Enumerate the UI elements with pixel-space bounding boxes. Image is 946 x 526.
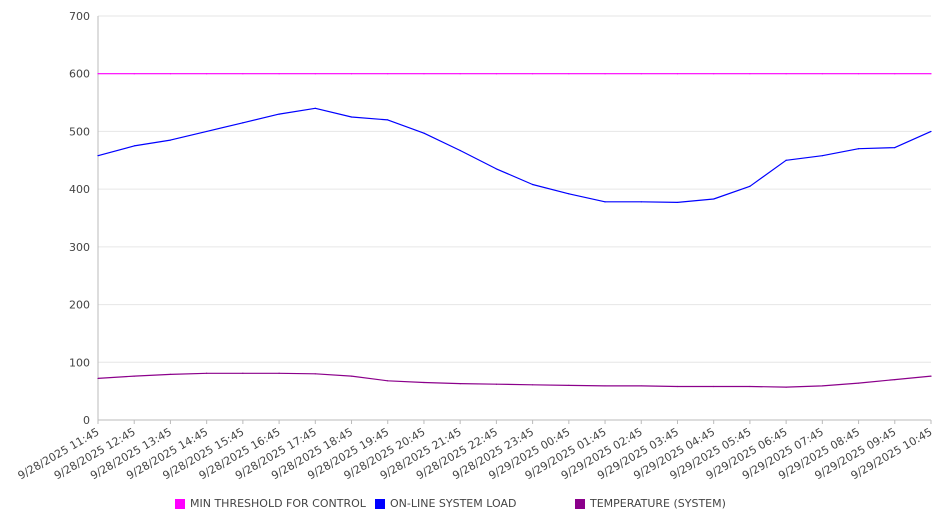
y-tick-label: 500 bbox=[69, 125, 90, 138]
legend-label-temperature: TEMPERATURE (SYSTEM) bbox=[590, 497, 726, 510]
series-point-2 bbox=[713, 385, 715, 388]
series-point-1 bbox=[532, 183, 534, 186]
series-point-2 bbox=[169, 373, 172, 376]
legend-item-system-load: ON-LINE SYSTEM LOAD bbox=[375, 497, 516, 510]
y-tick-label: 400 bbox=[69, 183, 90, 196]
series-point-1 bbox=[459, 149, 461, 152]
series-point-0 bbox=[857, 73, 860, 75]
series-point-2 bbox=[749, 385, 751, 388]
series-point-1 bbox=[894, 146, 896, 149]
series-point-0 bbox=[387, 73, 389, 75]
series-point-2 bbox=[350, 375, 353, 377]
series-point-2 bbox=[314, 373, 316, 375]
series-line-1 bbox=[97, 107, 932, 203]
series-point-1 bbox=[857, 148, 860, 150]
series-point-2 bbox=[423, 381, 425, 384]
y-tick-label: 600 bbox=[69, 68, 90, 81]
x-tick-labels: 9/28/2025 11:459/28/2025 12:459/28/2025 … bbox=[16, 425, 935, 482]
y-tick-label: 0 bbox=[83, 414, 90, 427]
series-point-2 bbox=[894, 379, 896, 381]
grid-layer bbox=[98, 15, 931, 363]
series-point-2 bbox=[930, 375, 932, 377]
series-point-2 bbox=[785, 386, 787, 388]
series-point-0 bbox=[676, 73, 679, 75]
series-point-2 bbox=[568, 384, 570, 386]
series-point-2 bbox=[532, 384, 534, 386]
series-point-0 bbox=[459, 73, 461, 75]
series-point-0 bbox=[314, 73, 316, 75]
series-line-2 bbox=[97, 372, 932, 388]
legend-swatch-system-load bbox=[375, 498, 385, 509]
series-point-2 bbox=[206, 372, 208, 374]
series-point-1 bbox=[423, 132, 425, 134]
series-point-1 bbox=[97, 155, 99, 157]
series-point-1 bbox=[568, 193, 570, 195]
legend-label-system-load: ON-LINE SYSTEM LOAD bbox=[390, 497, 517, 510]
series-point-1 bbox=[387, 119, 389, 121]
axis-layer bbox=[97, 16, 932, 424]
series-point-1 bbox=[169, 139, 172, 141]
series-point-0 bbox=[350, 73, 353, 75]
series-point-2 bbox=[604, 385, 606, 387]
series-point-1 bbox=[133, 145, 135, 147]
series-point-0 bbox=[169, 73, 172, 75]
series-point-0 bbox=[821, 73, 823, 75]
series-point-1 bbox=[495, 168, 497, 170]
series-point-2 bbox=[133, 375, 135, 377]
series-point-1 bbox=[821, 155, 823, 157]
series-point-0 bbox=[97, 73, 99, 75]
series-point-0 bbox=[604, 73, 606, 75]
series-point-2 bbox=[857, 382, 860, 384]
series-point-2 bbox=[676, 385, 679, 388]
series-point-1 bbox=[640, 201, 642, 203]
series-point-2 bbox=[278, 372, 280, 374]
legend-label-min-threshold: MIN THRESHOLD FOR CONTROL bbox=[190, 497, 366, 510]
series-point-1 bbox=[749, 185, 751, 187]
series-point-0 bbox=[568, 73, 570, 75]
series-point-1 bbox=[604, 201, 606, 203]
series-point-2 bbox=[242, 372, 244, 374]
series-point-2 bbox=[640, 385, 642, 387]
series-point-1 bbox=[314, 107, 316, 109]
series-point-0 bbox=[278, 73, 280, 75]
y-tick-label: 300 bbox=[69, 241, 90, 254]
series-point-2 bbox=[97, 377, 99, 380]
series-point-1 bbox=[350, 116, 353, 118]
series-point-0 bbox=[785, 73, 787, 75]
series-point-0 bbox=[894, 73, 896, 75]
series-point-2 bbox=[821, 385, 823, 387]
series-point-1 bbox=[278, 113, 280, 115]
series-point-0 bbox=[713, 73, 715, 75]
legend-swatch-min-threshold bbox=[175, 498, 185, 509]
series-point-0 bbox=[242, 73, 244, 75]
series-point-0 bbox=[532, 73, 534, 75]
series-point-1 bbox=[785, 159, 787, 161]
series-point-1 bbox=[713, 198, 715, 200]
series-point-1 bbox=[676, 201, 679, 204]
series-point-0 bbox=[423, 73, 425, 75]
legend: MIN THRESHOLD FOR CONTROL ON-LINE SYSTEM… bbox=[0, 497, 946, 515]
y-tick-labels: 0 100 200 300 400 500 600 700 bbox=[69, 10, 90, 427]
series-layer bbox=[97, 73, 932, 388]
series-point-0 bbox=[749, 73, 751, 75]
series-point-0 bbox=[640, 73, 642, 75]
legend-item-min-threshold: MIN THRESHOLD FOR CONTROL bbox=[175, 497, 366, 510]
series-point-0 bbox=[206, 73, 208, 75]
series-point-2 bbox=[387, 380, 389, 382]
series-point-1 bbox=[206, 130, 208, 133]
series-point-0 bbox=[133, 73, 135, 75]
series-point-0 bbox=[495, 73, 497, 75]
series-point-0 bbox=[930, 73, 932, 75]
series-point-2 bbox=[459, 383, 461, 385]
y-tick-label: 200 bbox=[69, 299, 90, 312]
legend-item-temperature: TEMPERATURE (SYSTEM) bbox=[575, 497, 726, 510]
legend-swatch-temperature bbox=[575, 498, 585, 509]
y-tick-label: 700 bbox=[69, 10, 90, 23]
series-point-1 bbox=[930, 130, 932, 133]
series-point-1 bbox=[242, 122, 244, 124]
series-point-2 bbox=[495, 383, 497, 385]
y-tick-label: 100 bbox=[69, 356, 90, 369]
